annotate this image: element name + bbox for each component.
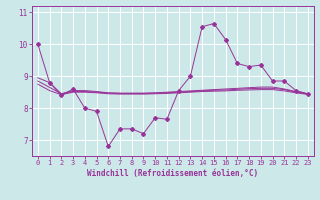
X-axis label: Windchill (Refroidissement éolien,°C): Windchill (Refroidissement éolien,°C) bbox=[87, 169, 258, 178]
